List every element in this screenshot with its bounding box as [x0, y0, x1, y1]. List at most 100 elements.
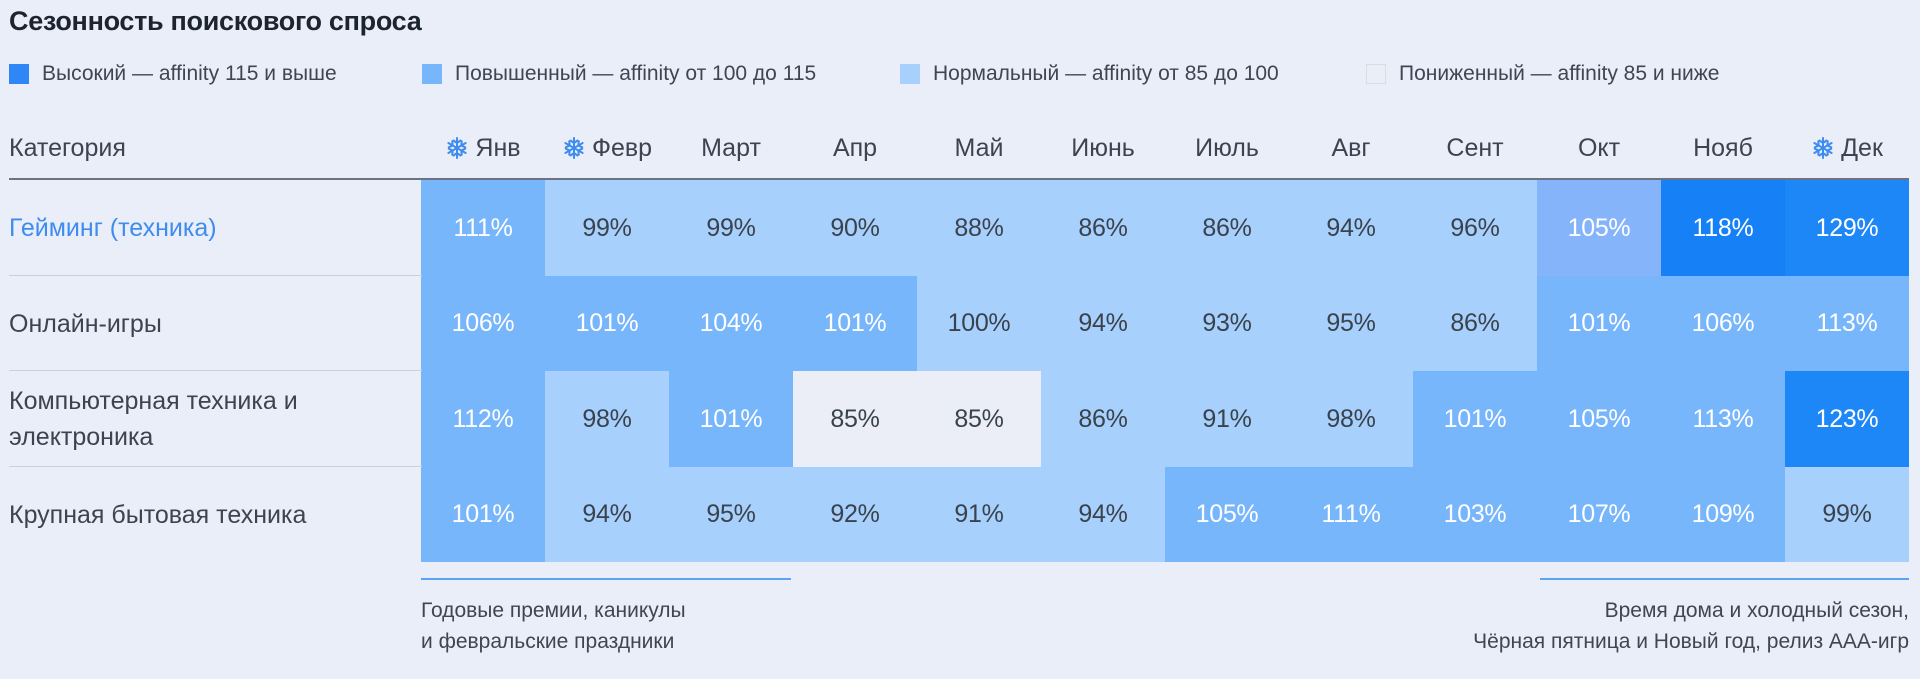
chart-title: Сезонность поискового спроса — [9, 6, 422, 36]
month-header-12: Дек — [1785, 128, 1909, 168]
heatmap-cell: 92% — [793, 467, 917, 562]
heatmap-cell: 101% — [793, 276, 917, 371]
legend-item-elevated: Повышенный — affinity от 100 до 115 — [422, 60, 816, 88]
heatmap-cell: 101% — [1413, 371, 1537, 467]
month-label: Апр — [832, 133, 878, 162]
row-separator — [9, 370, 422, 371]
legend-item-low: Пониженный — affinity 85 и ниже — [1366, 60, 1719, 88]
month-label: Май — [954, 133, 1004, 162]
snowflake-icon — [564, 137, 584, 159]
category-label-text: Крупная бытовая техника — [9, 500, 307, 529]
heatmap-cell: 98% — [545, 371, 669, 467]
heatmap-cell: 85% — [793, 371, 917, 467]
month-header-2: Февр — [545, 128, 669, 168]
month-header-3: Март — [669, 128, 793, 168]
legend-item-normal: Нормальный — affinity от 85 до 100 — [900, 60, 1279, 88]
category-label: Гейминг (техника) — [9, 180, 409, 276]
annotation-left: Годовые премии, каникулы и февральские п… — [421, 595, 686, 657]
month-label: Июнь — [1071, 133, 1135, 162]
month-header-9: Сент — [1413, 128, 1537, 168]
legend-label-elevated: Повышенный — affinity от 100 до 115 — [455, 62, 817, 85]
category-label-text: Гейминг (техника) — [9, 214, 217, 242]
legend-item-high: Высокий — affinity 115 и выше — [9, 60, 337, 88]
heatmap-cell: 101% — [545, 276, 669, 371]
month-label: Сент — [1446, 133, 1504, 162]
legend-label-high: Высокий — affinity 115 и выше — [42, 62, 337, 85]
heatmap-cell: 93% — [1165, 276, 1289, 371]
bracket-line-right — [1540, 578, 1909, 580]
header-divider — [9, 178, 1909, 180]
heatmap-cell: 101% — [1537, 276, 1661, 371]
heatmap-cell: 106% — [421, 276, 545, 371]
category-label: Компьютерная техника и электроника — [9, 371, 409, 467]
heatmap-cell: 85% — [917, 371, 1041, 467]
month-label: Июль — [1195, 133, 1259, 162]
row-separator — [9, 275, 422, 276]
heatmap-cell: 96% — [1413, 180, 1537, 276]
month-label: Март — [701, 133, 761, 162]
heatmap-cell: 112% — [421, 371, 545, 467]
heatmap-cell: 94% — [1041, 276, 1165, 371]
heatmap-cell: 94% — [1289, 180, 1413, 276]
month-label: Янв — [475, 133, 521, 162]
legend-swatch-high — [9, 64, 29, 84]
annotation-right-line1: Время дома и холодный сезон, — [1604, 599, 1909, 622]
heatmap-cell: 118% — [1661, 180, 1785, 276]
category-label: Онлайн-игры — [9, 276, 409, 371]
heatmap-cell: 99% — [545, 180, 669, 276]
month-header-10: Окт — [1537, 128, 1661, 168]
heatmap-cell: 86% — [1413, 276, 1537, 371]
annotation-right: Время дома и холодный сезон, Чёрная пятн… — [1473, 595, 1909, 657]
month-header-8: Авг — [1289, 128, 1413, 168]
legend-swatch-low — [1366, 64, 1386, 84]
heatmap-cell: 91% — [917, 467, 1041, 562]
heatmap-cell: 111% — [1289, 467, 1413, 562]
heatmap-cell: 86% — [1041, 371, 1165, 467]
heatmap-cell: 129% — [1785, 180, 1909, 276]
category-column-header: Категория — [9, 134, 126, 162]
heatmap-cell: 106% — [1661, 276, 1785, 371]
heatmap-cell: 91% — [1165, 371, 1289, 467]
row-separator — [9, 466, 422, 467]
month-header-5: Май — [917, 128, 1041, 168]
annotation-left-line2: и февральские праздники — [421, 630, 675, 653]
category-label: Крупная бытовая техника — [9, 467, 409, 562]
heatmap-cell: 90% — [793, 180, 917, 276]
month-header-6: Июнь — [1041, 128, 1165, 168]
month-label: Нояб — [1693, 133, 1753, 162]
heatmap-cell: 98% — [1289, 371, 1413, 467]
heatmap-cell: 100% — [917, 276, 1041, 371]
heatmap-cell: 111% — [421, 180, 545, 276]
heatmap-cell: 94% — [545, 467, 669, 562]
snowflake-icon — [1813, 137, 1833, 159]
month-header-1: Янв — [421, 128, 545, 168]
annotation-right-line2: Чёрная пятница и Новый год, релиз AAA-иг… — [1473, 630, 1909, 653]
legend-swatch-normal — [900, 64, 920, 84]
legend-swatch-elevated — [422, 64, 442, 84]
month-label: Дек — [1841, 133, 1883, 162]
heatmap-cell: 101% — [421, 467, 545, 562]
month-header-4: Апр — [793, 128, 917, 168]
heatmap-cell: 123% — [1785, 371, 1909, 467]
month-header-11: Нояб — [1661, 128, 1785, 168]
month-header-7: Июль — [1165, 128, 1289, 168]
table-header: Категория Янв Февр Март Апр Май Июнь Июль Авг Се… — [0, 128, 1920, 168]
bracket-line-left — [421, 578, 791, 580]
heatmap-cell: 95% — [1289, 276, 1413, 371]
heatmap-cell: 113% — [1785, 276, 1909, 371]
heatmap-cell: 113% — [1661, 371, 1785, 467]
heatmap-cell: 103% — [1413, 467, 1537, 562]
month-label: Авг — [1331, 133, 1371, 162]
heatmap-cell: 99% — [1785, 467, 1909, 562]
heatmap-cell: 99% — [669, 180, 793, 276]
heatmap-cell: 88% — [917, 180, 1041, 276]
legend-label-low: Пониженный — affinity 85 и ниже — [1399, 62, 1720, 85]
category-label-text: Онлайн-игры — [9, 309, 162, 338]
legend-label-normal: Нормальный — affinity от 85 до 100 — [933, 62, 1279, 85]
heatmap-cell: 105% — [1537, 371, 1661, 467]
heatmap-cell: 101% — [669, 371, 793, 467]
heatmap-cell: 95% — [669, 467, 793, 562]
snowflake-icon — [447, 137, 468, 159]
legend: Высокий — affinity 115 и выше Повышенный… — [9, 60, 1909, 88]
month-label: Окт — [1577, 133, 1621, 162]
